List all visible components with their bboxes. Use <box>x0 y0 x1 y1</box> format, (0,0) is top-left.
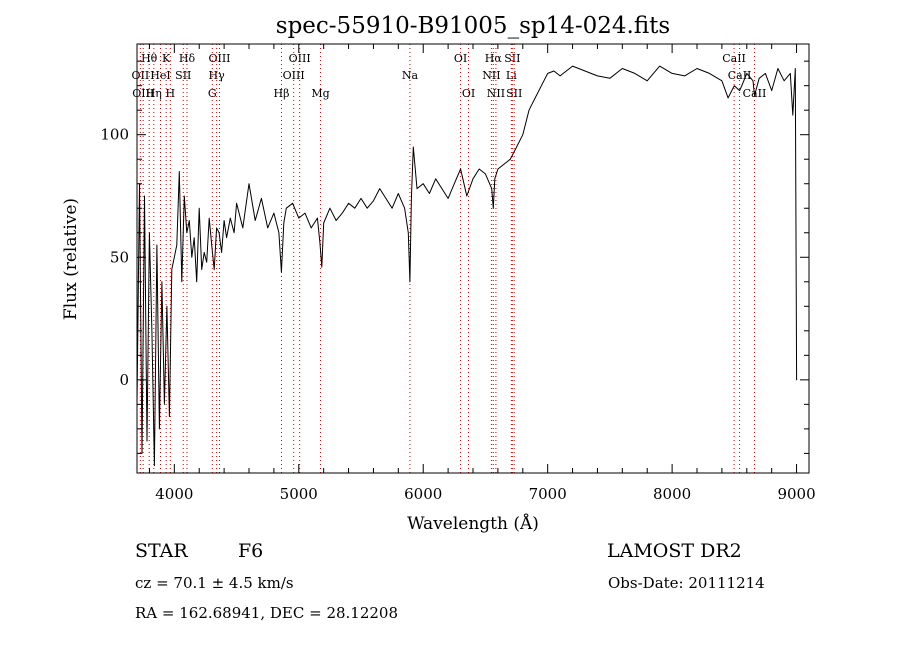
x-tick-label-4000: 4000 <box>155 485 193 503</box>
x-axis-label: Wavelength (Å) <box>407 513 539 534</box>
survey-label: LAMOST DR2 <box>607 540 742 562</box>
marker-label-12: Hγ <box>209 69 226 82</box>
x-tick-label-8000: 8000 <box>653 485 691 503</box>
flux-series-line-0 <box>136 65 798 467</box>
marker-label-18: OIII <box>132 87 154 100</box>
x-tick-label-9000: 9000 <box>777 485 815 503</box>
x-tick-label-6000: 6000 <box>404 485 442 503</box>
marker-label-7: SII <box>504 52 520 65</box>
coordinates-label: RA = 162.68941, DEC = 28.12208 <box>135 604 399 622</box>
cz-velocity-label: cz = 70.1 ± 4.5 km/s <box>135 574 294 592</box>
y-tick-label-100: 100 <box>100 126 129 144</box>
marker-label-14: Na <box>402 69 419 82</box>
marker-label-17: CaII <box>728 69 752 82</box>
marker-label-22: Hβ <box>274 87 290 100</box>
marker-label-16: Li <box>506 69 517 82</box>
marker-label-5: OI <box>454 52 467 65</box>
object-type-label: STAR <box>135 540 188 562</box>
marker-label-2: Hδ <box>179 52 196 65</box>
marker-label-8: CaII <box>722 52 746 65</box>
marker-label-13: OIII <box>283 69 305 82</box>
y-tick-label-0: 0 <box>119 371 129 389</box>
marker-label-10: HeI <box>150 69 170 82</box>
marker-label-11: SII <box>175 69 191 82</box>
marker-label-0: Hθ <box>141 52 158 65</box>
y-axis-label: Flux (relative) <box>61 198 81 320</box>
marker-label-21: G <box>208 87 217 100</box>
chart-title: spec-55910-B91005_sp14-024.fits <box>276 13 670 39</box>
marker-label-23: Mg <box>311 87 329 100</box>
marker-label-9: OII <box>132 69 150 82</box>
series-layer <box>136 65 798 467</box>
marker-label-15: NII <box>482 69 500 82</box>
marker-label-3: OIII <box>208 52 230 65</box>
axis-ticks: 4000 5000 6000 7000 8000 9000 0 50 100 <box>100 44 816 503</box>
marker-label-24: OI <box>462 87 475 100</box>
y-tick-label-50: 50 <box>110 248 129 266</box>
marker-label-25: NII <box>487 87 505 100</box>
obs-date-label: Obs-Date: 20111214 <box>608 574 765 592</box>
marker-label-4: OIII <box>289 52 311 65</box>
subclass-label: F6 <box>238 540 264 562</box>
x-tick-label-7000: 7000 <box>529 485 567 503</box>
x-tick-label-5000: 5000 <box>280 485 318 503</box>
marker-label-1: K <box>162 52 171 65</box>
marker-label-19: Hη <box>146 87 162 100</box>
marker-label-6: Hα <box>485 52 503 65</box>
marker-label-20: H <box>166 87 176 100</box>
plot-frame <box>136 43 810 474</box>
marker-label-26: SII <box>506 87 522 100</box>
